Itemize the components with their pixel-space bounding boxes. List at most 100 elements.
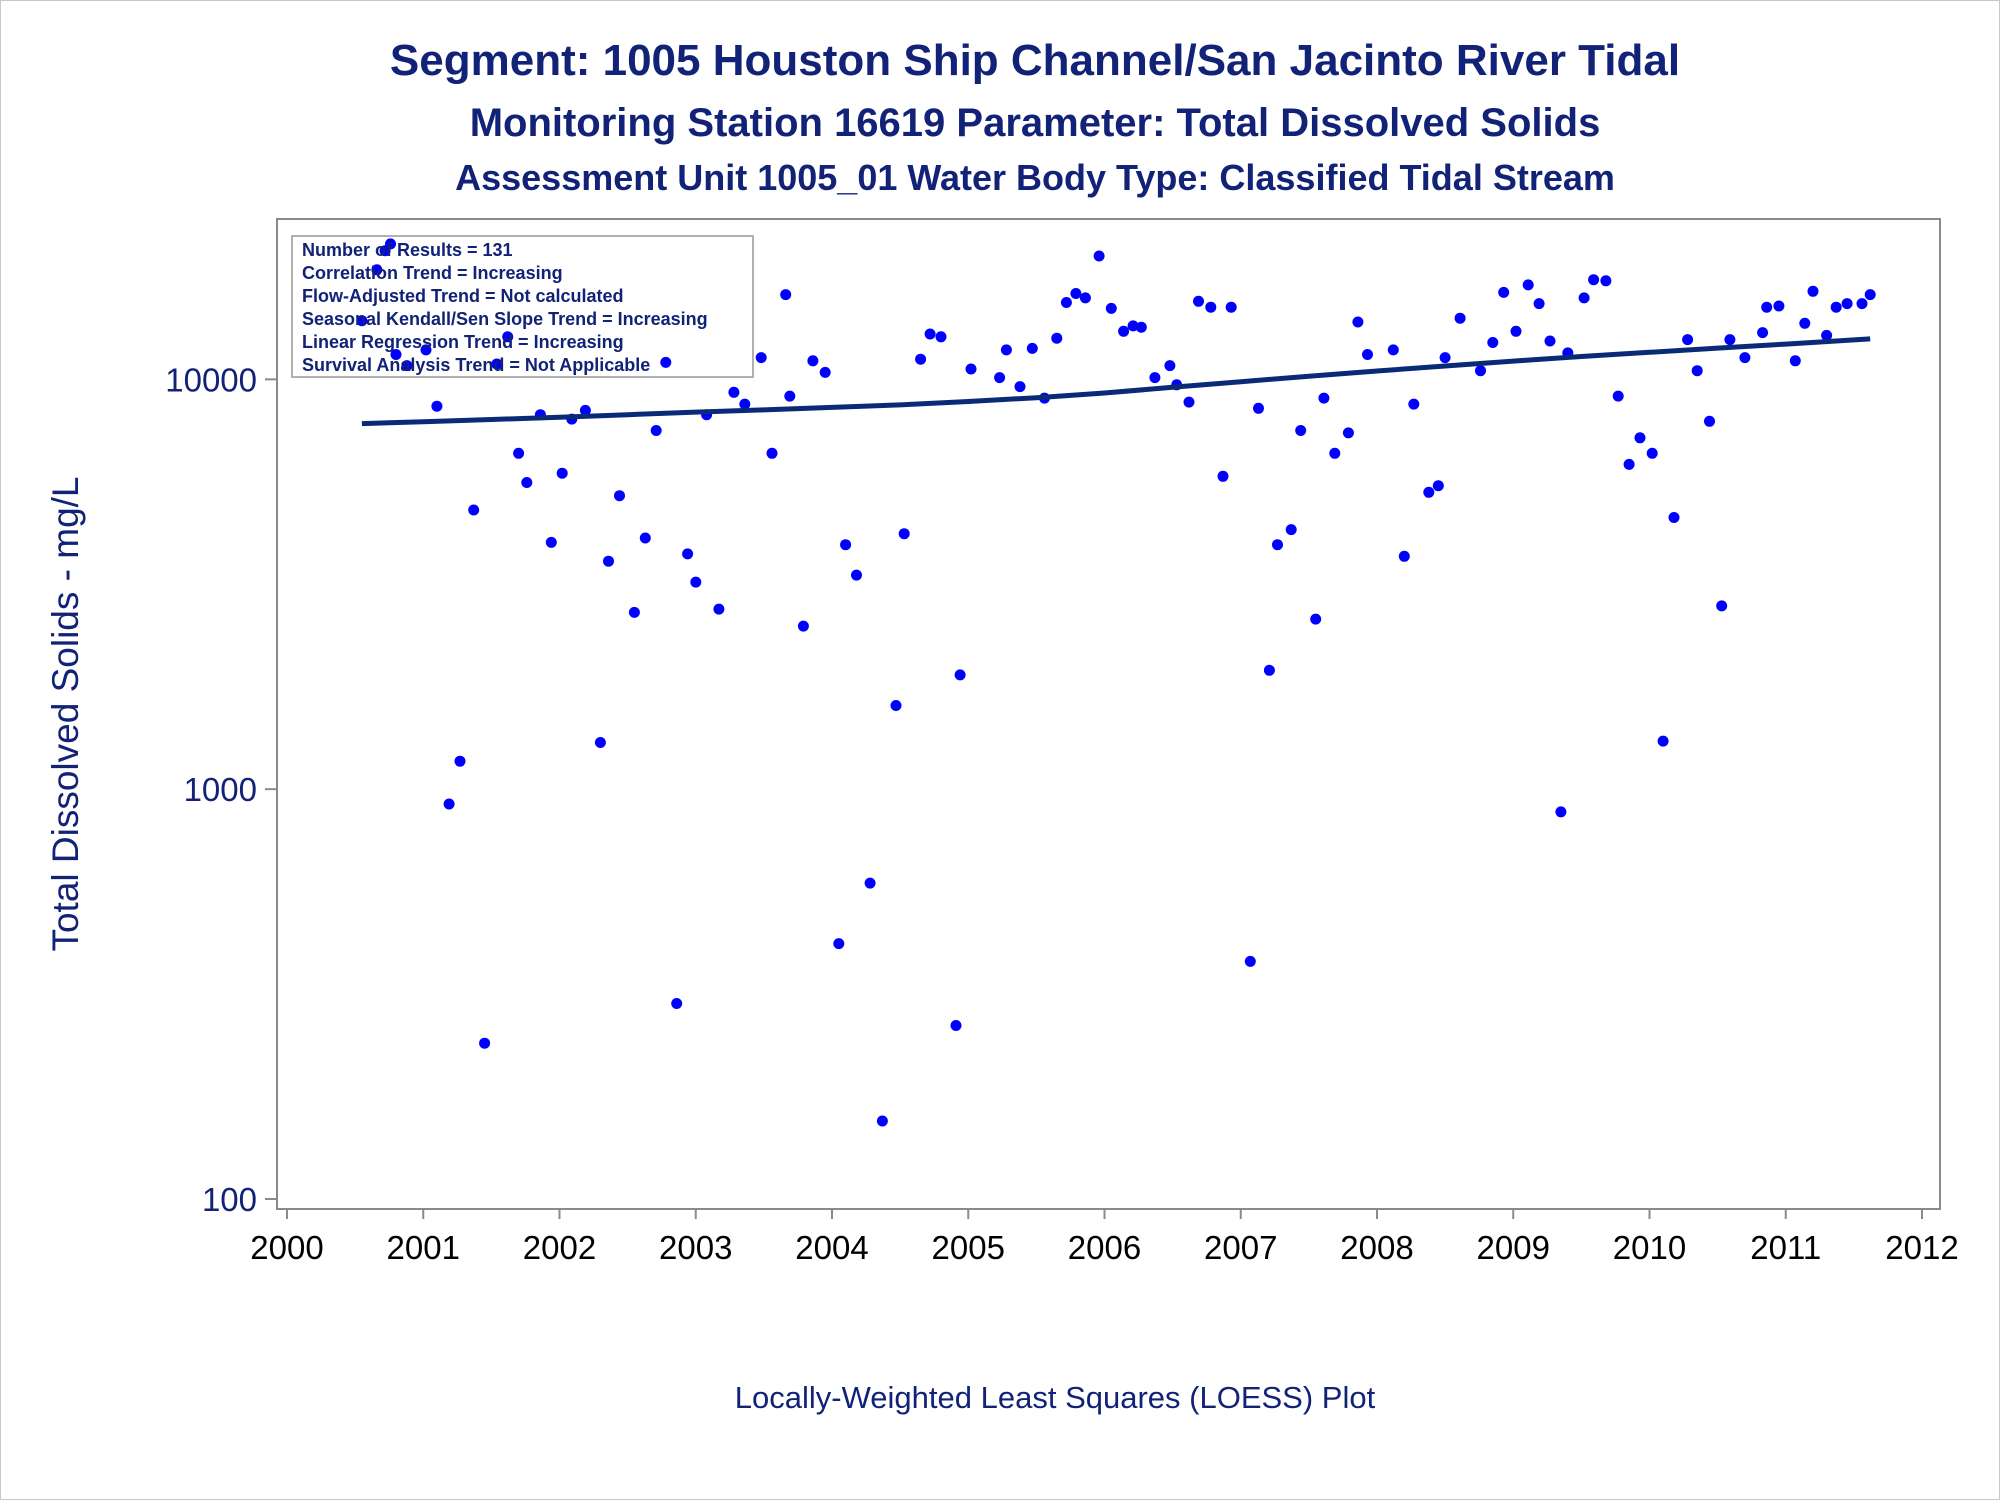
data-point — [1398, 550, 1410, 562]
x-tick-label: 2003 — [659, 1229, 732, 1266]
data-point — [819, 366, 831, 378]
stats-legend-box — [291, 235, 754, 378]
x-tick-label: 2011 — [1750, 1229, 1821, 1266]
data-point — [728, 386, 740, 398]
data-point — [1724, 334, 1736, 346]
data-point — [1387, 344, 1399, 356]
data-point — [1164, 360, 1176, 372]
data-point — [479, 1037, 491, 1049]
x-tick-label: 2002 — [523, 1229, 596, 1266]
data-point — [1408, 398, 1420, 410]
data-point — [1657, 735, 1669, 747]
data-point — [1841, 298, 1853, 310]
data-point — [545, 536, 557, 548]
data-point — [915, 353, 927, 365]
data-point — [614, 490, 625, 502]
data-point — [1533, 298, 1545, 310]
data-point — [766, 447, 778, 459]
data-point — [1761, 301, 1773, 313]
data-point — [1588, 274, 1600, 286]
data-point — [556, 467, 568, 479]
data-point — [1821, 329, 1833, 341]
data-point — [682, 548, 694, 560]
data-point — [385, 238, 396, 250]
data-point — [1272, 539, 1283, 551]
data-point — [1217, 470, 1229, 482]
data-point — [1135, 321, 1147, 333]
data-point — [594, 737, 606, 748]
data-point — [1225, 301, 1237, 313]
x-tick-label: 2004 — [795, 1229, 868, 1266]
data-point — [1856, 298, 1868, 310]
data-point — [443, 798, 455, 810]
data-point — [1244, 955, 1256, 967]
data-point — [876, 1115, 888, 1127]
data-point — [1253, 402, 1264, 414]
data-point — [1070, 288, 1082, 299]
data-point — [1600, 275, 1612, 287]
data-point — [1432, 480, 1444, 492]
x-tick-label: 2012 — [1885, 1229, 1958, 1266]
data-point — [371, 264, 383, 276]
data-point — [864, 877, 876, 889]
data-point — [797, 620, 809, 632]
data-point — [420, 344, 432, 356]
data-point — [603, 555, 614, 567]
data-point — [780, 289, 792, 301]
data-point — [1739, 352, 1751, 364]
data-point — [579, 404, 591, 416]
data-point — [1691, 365, 1703, 377]
x-tick-label: 2007 — [1204, 1229, 1277, 1266]
data-point — [1127, 320, 1139, 332]
data-point — [950, 1020, 962, 1031]
data-point — [1498, 286, 1510, 298]
data-point — [890, 700, 902, 711]
data-point — [1026, 342, 1038, 354]
data-point — [502, 331, 514, 343]
x-tick-label: 2010 — [1613, 1229, 1686, 1266]
y-tick-label: 10000 — [165, 361, 257, 398]
data-point — [1014, 381, 1026, 393]
data-point — [390, 349, 402, 360]
data-point — [1329, 447, 1341, 459]
data-point — [1510, 325, 1522, 337]
data-point — [1646, 447, 1658, 459]
y-axis-label: Total Dissolved Solids - mg/L — [45, 476, 86, 951]
data-point — [1864, 289, 1876, 301]
y-tick-label: 1000 — [184, 771, 257, 808]
data-point — [1555, 806, 1567, 818]
data-point — [1352, 316, 1364, 328]
data-point — [1807, 285, 1819, 297]
data-point — [739, 398, 751, 410]
chart-subtitle-2: Assessment Unit 1005_01 Water Body Type:… — [455, 157, 1615, 198]
data-point — [965, 363, 977, 375]
data-point — [1439, 352, 1451, 364]
legend-line: Linear Regression Trend = Increasing — [302, 332, 624, 352]
data-point — [513, 447, 525, 459]
legend-line: Correlation Trend = Increasing — [302, 263, 563, 283]
data-point — [671, 998, 683, 1009]
x-tick-label: 2000 — [250, 1229, 323, 1266]
data-point — [628, 606, 640, 618]
data-point — [1318, 392, 1330, 404]
data-point — [1362, 349, 1373, 360]
data-point — [1183, 396, 1195, 408]
x-tick-label: 2001 — [387, 1229, 460, 1266]
data-point — [924, 328, 936, 340]
data-point — [468, 504, 480, 516]
data-point — [833, 938, 845, 950]
data-point — [1310, 613, 1322, 625]
data-point — [1544, 335, 1556, 347]
data-point — [1105, 302, 1117, 314]
data-point — [521, 477, 533, 488]
data-point — [639, 532, 651, 544]
data-point — [1612, 390, 1624, 402]
data-point — [1263, 664, 1275, 676]
data-point — [1051, 332, 1063, 344]
data-point — [1454, 312, 1466, 324]
plot-area-frame — [276, 218, 1941, 1210]
data-point — [1716, 600, 1728, 612]
data-point — [1475, 365, 1486, 377]
data-point — [1757, 327, 1769, 339]
